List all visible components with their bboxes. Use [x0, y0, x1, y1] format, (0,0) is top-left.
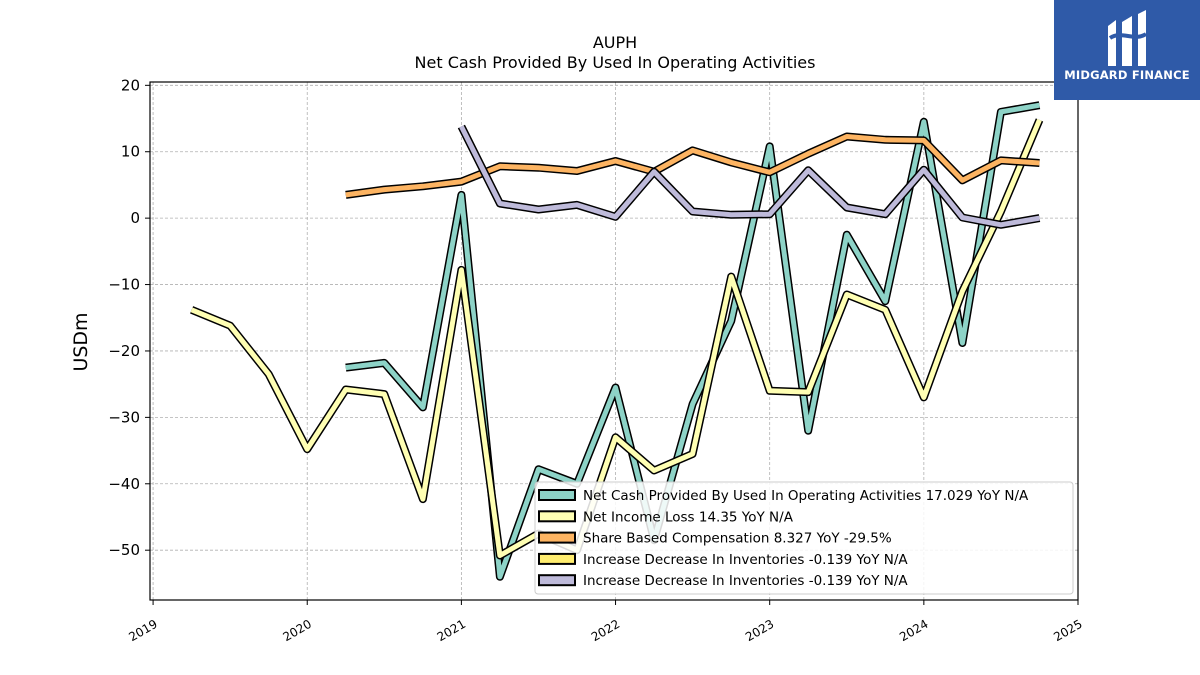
series-line-fill — [459, 125, 1040, 228]
chart-subtitle: Net Cash Provided By Used In Operating A… — [415, 53, 816, 72]
x-tick-label: 2019 — [126, 617, 159, 644]
legend-label: Share Based Compensation 8.327 YoY -29.5… — [583, 531, 892, 547]
y-tick-label: −40 — [108, 475, 140, 493]
y-axis-label: USDm — [70, 312, 92, 371]
legend-label: Increase Decrease In Inventories -0.139 … — [583, 552, 908, 568]
legend-swatch — [538, 510, 576, 523]
legend-item: Increase Decrease In Inventories -0.139 … — [538, 552, 908, 568]
legend-item: Share Based Compensation 8.327 YoY -29.5… — [538, 531, 892, 547]
y-tick-label: 0 — [130, 209, 140, 227]
legend-label: Increase Decrease In Inventories -0.139 … — [583, 573, 908, 589]
y-tick-label: −50 — [108, 541, 140, 559]
legend-item: Increase Decrease In Inventories -0.139 … — [538, 573, 908, 589]
y-tick-label: −30 — [108, 408, 140, 426]
brand-logo: MIDGARD FINANCE — [1054, 0, 1200, 100]
plot-frame — [149, 81, 1079, 601]
x-tick-label: 2024 — [897, 617, 930, 644]
legend-swatch — [538, 552, 576, 565]
x-tick-label: 2021 — [435, 617, 468, 644]
legend-swatch — [538, 489, 576, 501]
y-tick-label: −10 — [108, 276, 140, 294]
logo-mark-icon — [1108, 10, 1148, 66]
y-tick-label: 20 — [121, 76, 140, 94]
legend-swatch — [538, 531, 576, 544]
y-tick-label: −20 — [108, 342, 140, 360]
x-tick-label: 2022 — [589, 617, 622, 644]
legend-swatch — [538, 574, 576, 587]
legend: Net Cash Provided By Used In Operating A… — [534, 481, 1074, 595]
legend-item: Net Cash Provided By Used In Operating A… — [538, 488, 1029, 504]
logo-text: MIDGARD FINANCE — [1064, 68, 1190, 82]
x-tick-label: 2020 — [281, 617, 314, 644]
x-tick-label: 2023 — [743, 617, 776, 644]
legend-label: Net Cash Provided By Used In Operating A… — [583, 488, 1029, 504]
legend-item: Net Income Loss 14.35 YoY N/A — [538, 509, 794, 525]
chart-title: AUPH — [593, 33, 637, 52]
series-line — [190, 118, 1044, 560]
legend-box — [534, 481, 1074, 595]
x-tick-label: 2025 — [1051, 617, 1084, 644]
legend-label: Net Income Loss 14.35 YoY N/A — [583, 509, 794, 525]
series-layer — [190, 101, 1044, 581]
y-tick-label: 10 — [121, 143, 140, 161]
series-line — [457, 124, 1041, 229]
series-line — [345, 101, 1041, 581]
